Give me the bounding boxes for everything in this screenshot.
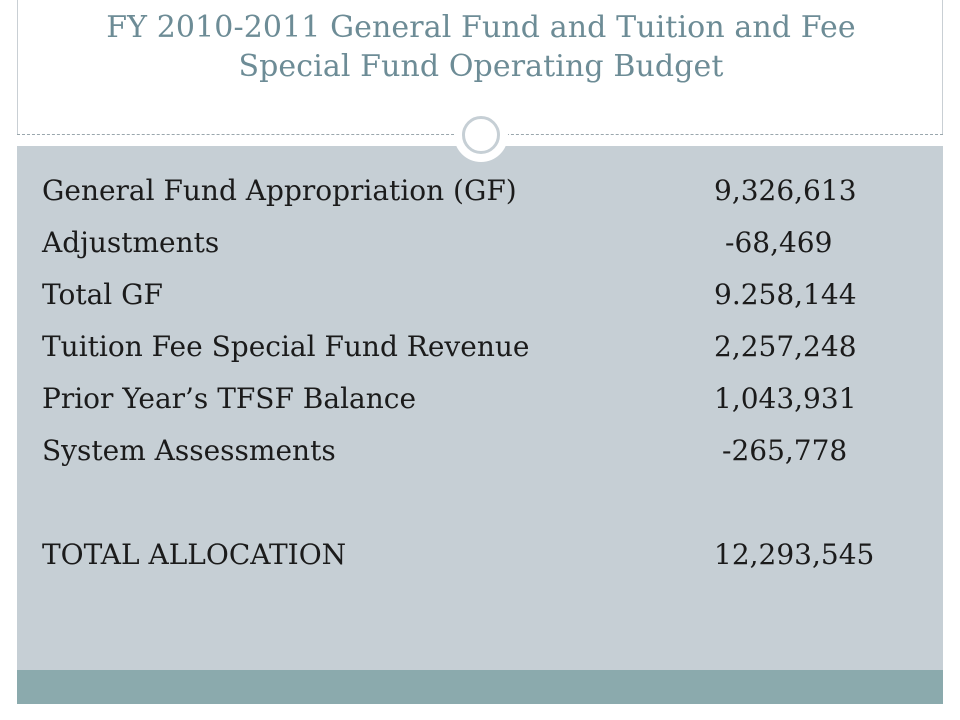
row-value: 1,043,931 [714, 382, 857, 415]
row-value: 9,326,613 [714, 174, 857, 207]
row-label: Tuition Fee Special Fund Revenue [42, 330, 530, 363]
budget-row-tuition-fee-revenue: Tuition Fee Special Fund Revenue 2,257,2… [42, 324, 902, 370]
row-value: 12,293,545 [714, 538, 875, 571]
row-label: General Fund Appropriation (GF) [42, 174, 517, 207]
budget-row-gf-appropriation: General Fund Appropriation (GF) 9,326,61… [42, 168, 902, 214]
row-label: Prior Year’s TFSF Balance [42, 382, 417, 415]
budget-row-total-allocation: TOTAL ALLOCATION 12,293,545 [42, 532, 902, 578]
budget-row-adjustments: Adjustments -68,469 [42, 220, 902, 266]
title-line-1: FY 2010-2011 General Fund and Tuition an… [106, 10, 856, 45]
row-value: 9.258,144 [714, 278, 857, 311]
circle-ring-icon [462, 116, 500, 154]
budget-row-system-assessments: System Assessments -265,778 [42, 428, 902, 474]
row-label: Total GF [42, 278, 163, 311]
content-panel [17, 146, 943, 670]
row-value: 2,257,248 [714, 330, 857, 363]
row-label: System Assessments [42, 434, 336, 467]
row-value: -68,469 [725, 226, 833, 259]
row-label: Adjustments [42, 226, 220, 259]
title-line-2: Special Fund Operating Budget [238, 49, 724, 84]
row-value: -265,778 [722, 434, 848, 467]
footer-band [17, 670, 943, 704]
budget-row-total-gf: Total GF 9.258,144 [42, 272, 902, 318]
row-label: TOTAL ALLOCATION [42, 538, 347, 571]
budget-row-prior-year-balance: Prior Year’s TFSF Balance 1,043,931 [42, 376, 902, 422]
title-area: FY 2010-2011 General Fund and Tuition an… [17, 0, 943, 134]
slide-title: FY 2010-2011 General Fund and Tuition an… [18, 8, 944, 86]
